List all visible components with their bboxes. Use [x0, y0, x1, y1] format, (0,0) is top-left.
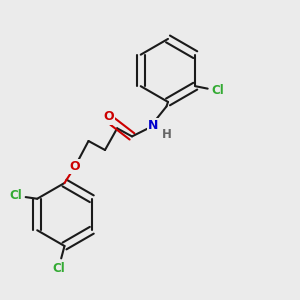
- Text: O: O: [103, 110, 114, 123]
- Text: Cl: Cl: [10, 189, 22, 202]
- Text: H: H: [162, 128, 171, 141]
- Text: Cl: Cl: [52, 262, 65, 275]
- Text: O: O: [70, 160, 80, 173]
- Text: N: N: [148, 119, 158, 132]
- Text: Cl: Cl: [212, 84, 224, 97]
